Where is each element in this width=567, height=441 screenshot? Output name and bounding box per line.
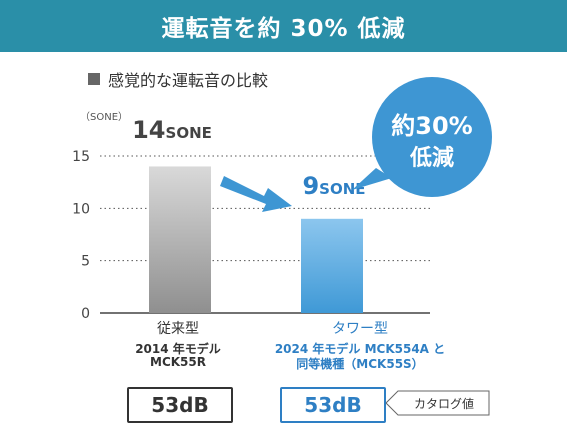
callout-line1: 約30% [391, 112, 473, 140]
header-title: 運転音を約 30% 低減 [161, 16, 406, 42]
bar-conventional [149, 166, 211, 313]
model-line2-tower: 同等機種（MCK55S） [296, 357, 424, 371]
value-label: 14SONE [132, 116, 212, 144]
bar-tower [301, 218, 363, 313]
model-line1-conventional: 2014 年モデル [135, 342, 221, 356]
callout-line2: 低減 [409, 146, 454, 171]
value-label: 9SONE [302, 172, 365, 200]
model-line2-conventional: MCK55R [150, 355, 206, 369]
section-title-text: 感覚的な運転音の比較 [108, 71, 269, 90]
category-label-tower: タワー型 [332, 321, 388, 337]
y-tick-label: 0 [81, 306, 90, 322]
category-label-conventional: 従来型 [157, 321, 199, 337]
square-bullet-icon [88, 73, 100, 85]
y-tick-label: 10 [72, 201, 90, 217]
y-tick-label: 15 [72, 149, 90, 165]
catalog-tag-label: カタログ値 [414, 396, 474, 411]
callout-bubble [372, 77, 492, 197]
section-heading: 感覚的な運転音の比較 [88, 67, 268, 91]
y-tick-label: 5 [81, 254, 90, 270]
header-banner: 運転音を約 30% 低減 [0, 0, 567, 52]
catalog-value-tag: カタログ値 [386, 390, 490, 416]
callout-bubble-tail [352, 168, 392, 190]
db-value-tower: 53dB [280, 387, 386, 423]
db-value-conventional: 53dB [127, 387, 233, 423]
model-line1-tower: 2024 年モデル MCK554A と [274, 342, 446, 356]
y-axis-unit: （SONE） [80, 112, 129, 123]
trend-arrow-icon [220, 176, 292, 212]
